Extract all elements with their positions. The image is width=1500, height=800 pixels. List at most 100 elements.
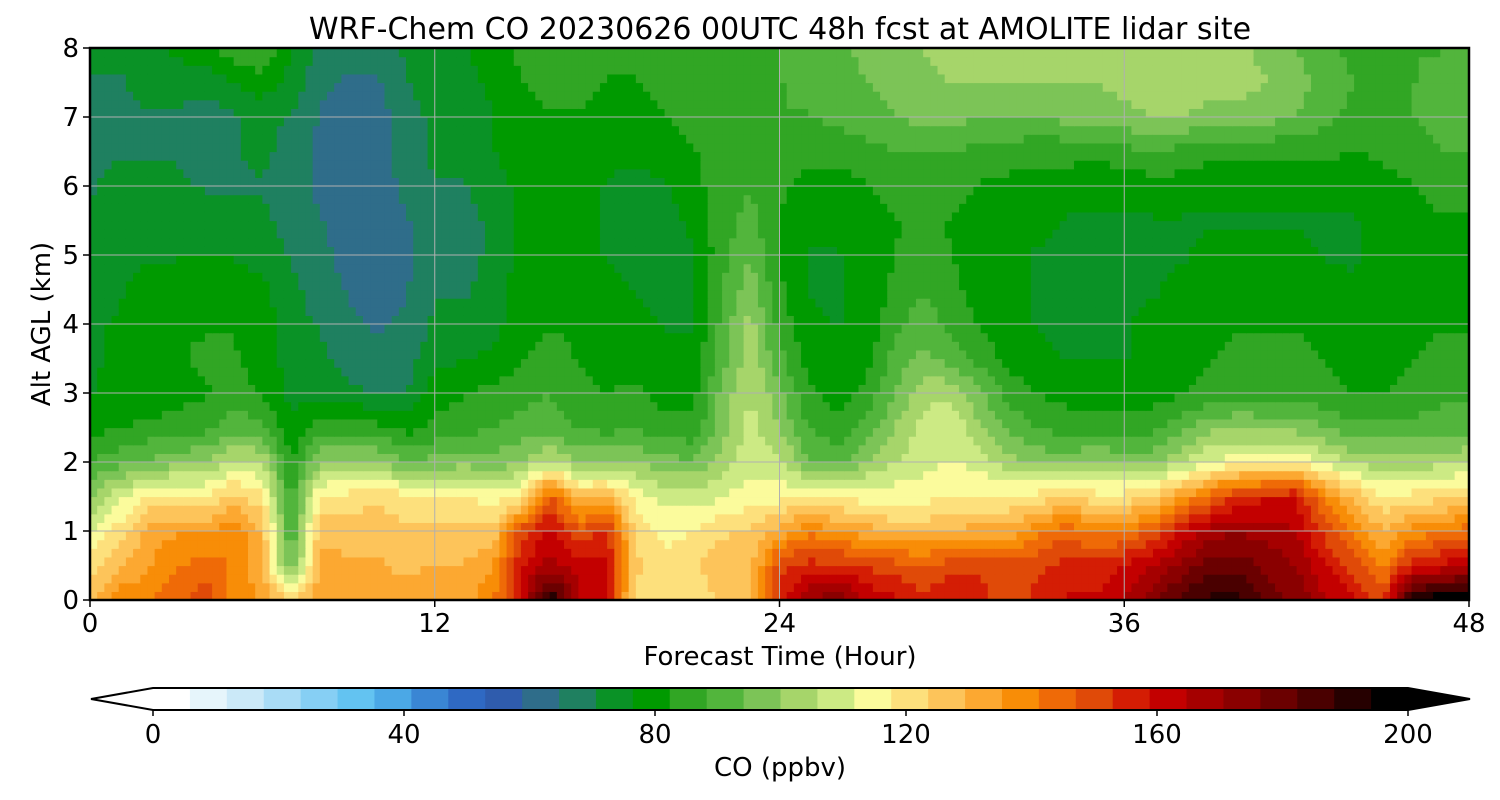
heatmap-cell — [1145, 470, 1154, 480]
heatmap-cell — [1382, 496, 1391, 506]
heatmap-cell — [542, 384, 551, 394]
heatmap-cell — [1260, 591, 1269, 600]
heatmap-cell — [240, 574, 249, 584]
heatmap-cell — [757, 513, 766, 523]
heatmap-cell — [133, 384, 141, 394]
heatmap-cell — [801, 565, 809, 575]
heatmap-cell — [535, 410, 544, 420]
heatmap-cell — [183, 444, 192, 454]
heatmap-cell — [226, 487, 235, 498]
heatmap-cell — [348, 375, 357, 385]
heatmap-cell — [671, 384, 680, 394]
heatmap-cell — [664, 470, 673, 480]
heatmap-cell — [657, 401, 666, 411]
heatmap-cell — [1246, 410, 1255, 420]
heatmap-cell — [334, 582, 342, 592]
heatmap-cell — [169, 358, 177, 368]
heatmap-cell — [1267, 401, 1276, 411]
heatmap-cell — [786, 401, 795, 411]
heatmap-cell — [1361, 453, 1370, 463]
heatmap-cell — [283, 401, 292, 411]
heatmap-cell — [1052, 513, 1061, 523]
heatmap-cell — [391, 479, 400, 489]
heatmap-cell — [664, 358, 673, 368]
heatmap-cell — [413, 591, 421, 600]
heatmap-cell — [391, 522, 400, 532]
heatmap-cell — [599, 375, 608, 385]
heatmap-cell — [125, 574, 134, 584]
heatmap-cell — [750, 539, 759, 549]
heatmap-cell — [161, 470, 170, 480]
heatmap-cell — [693, 418, 702, 429]
heatmap-cell — [327, 453, 335, 463]
heatmap-cell — [312, 505, 321, 515]
heatmap-cell — [1246, 539, 1255, 549]
heatmap-cell — [1124, 462, 1133, 472]
heatmap-cell — [1296, 470, 1305, 480]
heatmap-cell — [204, 384, 213, 394]
heatmap-cell — [133, 479, 141, 489]
heatmap-cell — [118, 548, 127, 558]
heatmap-cell — [714, 505, 723, 515]
heatmap-cell — [1030, 393, 1039, 403]
heatmap-cell — [1282, 444, 1291, 454]
heatmap-cell — [140, 453, 149, 463]
heatmap-cell — [1260, 453, 1269, 463]
heatmap-cell — [700, 591, 709, 600]
heatmap-cell — [564, 565, 572, 575]
heatmap-cell — [441, 487, 450, 498]
heatmap-cell — [851, 436, 860, 446]
heatmap-cell — [1346, 574, 1355, 584]
heatmap-cell — [398, 479, 407, 489]
heatmap-cell — [305, 384, 314, 394]
heatmap-cell — [506, 375, 515, 385]
heatmap-cell — [1095, 513, 1104, 523]
heatmap-cell — [492, 531, 500, 541]
heatmap-cell — [90, 444, 98, 454]
heatmap-cell — [1181, 565, 1190, 575]
heatmap-cell — [233, 358, 242, 368]
heatmap-cell — [169, 522, 177, 532]
heatmap-cell — [1296, 444, 1305, 454]
heatmap-cell — [1339, 574, 1348, 584]
heatmap-cell — [915, 393, 924, 403]
heatmap-cell — [1088, 470, 1097, 480]
heatmap-cell — [880, 496, 888, 506]
heatmap-cell — [535, 462, 544, 472]
heatmap-cell — [1224, 427, 1233, 437]
heatmap-cell — [599, 418, 608, 429]
heatmap-cell — [966, 418, 975, 429]
heatmap-cell — [1339, 427, 1348, 437]
heatmap-cell — [599, 410, 608, 420]
heatmap-cell — [815, 522, 824, 532]
heatmap-cell — [118, 582, 127, 592]
heatmap-cell — [463, 367, 472, 377]
heatmap-cell — [743, 591, 752, 600]
heatmap-cell — [635, 539, 644, 549]
heatmap-cell — [556, 470, 565, 480]
heatmap-cell — [693, 384, 702, 394]
heatmap-cell — [1088, 462, 1097, 472]
heatmap-cell — [255, 565, 263, 575]
heatmap-cell — [966, 444, 975, 454]
heatmap-cell — [865, 410, 874, 420]
heatmap-cell — [1310, 531, 1319, 541]
heatmap-cell — [880, 444, 888, 454]
heatmap-cell — [355, 470, 364, 480]
heatmap-cell — [1253, 531, 1262, 541]
heatmap-cell — [197, 574, 206, 584]
heatmap-cell — [535, 565, 544, 575]
heatmap-cell — [571, 358, 579, 368]
heatmap-cell — [204, 418, 213, 429]
heatmap-cell — [420, 531, 429, 541]
heatmap-cell — [657, 531, 666, 541]
heatmap-cell — [327, 401, 335, 411]
heatmap-cell — [542, 539, 551, 549]
heatmap-cell — [801, 582, 809, 592]
heatmap-cell — [1318, 393, 1326, 403]
heatmap-cell — [1109, 591, 1118, 600]
heatmap-cell — [248, 393, 256, 403]
heatmap-cell — [556, 591, 565, 600]
heatmap-cell — [635, 410, 644, 420]
heatmap-cell — [1382, 444, 1391, 454]
